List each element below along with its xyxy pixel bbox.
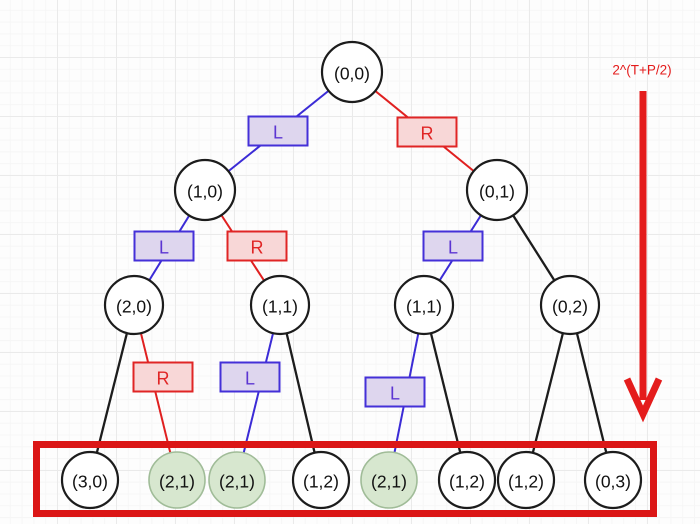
edge-label-box-l-6: [219, 361, 281, 393]
edge-label-box-l-2: [133, 230, 195, 262]
edge-label-text-4: L: [448, 238, 458, 258]
tree-node-leaf03: [583, 450, 643, 510]
tree-node-n11b: [393, 274, 455, 336]
edge-label-text-5: R: [157, 369, 170, 389]
depth-arrow-head: [623, 377, 663, 423]
edge-label-text-3: R: [251, 238, 264, 258]
node-label-2: (0,1): [479, 182, 515, 202]
tree-node-leaf21b: [208, 451, 266, 509]
edge-label-box-r-3: [226, 230, 288, 262]
edge-label-text-2: L: [159, 238, 169, 258]
depth-arrow-label: 2^(T+P/2): [612, 63, 671, 78]
tree-node-leaf21c: [360, 451, 418, 509]
tree-node-leaf30: [60, 450, 120, 510]
node-label-3: (2,0): [116, 297, 152, 317]
node-label-5: (1,1): [406, 297, 442, 317]
node-label-1: (1,0): [187, 182, 223, 202]
tree-node-leaf21a: [148, 451, 206, 509]
node-label-9: (2,1): [219, 472, 255, 492]
tree-node-n01: [465, 158, 529, 222]
node-label-8: (2,1): [159, 472, 195, 492]
edge-label-box-r-1: [396, 116, 458, 148]
edge-label-text-7: L: [390, 384, 400, 404]
node-label-0: (0,0): [334, 64, 370, 84]
edge-label-text-6: L: [245, 369, 255, 389]
edge-label-box-l-0: [247, 115, 309, 147]
node-label-6: (0,2): [552, 297, 588, 317]
edge-label-text-1: R: [421, 124, 434, 144]
node-label-12: (1,2): [449, 472, 485, 492]
tree-node-leaf12c: [496, 450, 556, 510]
tree-node-n11a: [249, 274, 311, 336]
tree-node-leaf12a: [291, 450, 351, 510]
tree-node-n20: [103, 274, 165, 336]
node-label-14: (0,3): [595, 472, 631, 492]
edge-label-box-r-5: [132, 361, 194, 393]
tree-node-n02: [539, 274, 601, 336]
edge-label-box-l-7: [364, 376, 426, 408]
edge-label-text-0: L: [273, 123, 283, 143]
node-label-4: (1,1): [262, 297, 298, 317]
edge-label-box-l-4: [422, 230, 484, 262]
tree-node-n10: [173, 158, 237, 222]
node-label-10: (1,2): [303, 472, 339, 492]
leaf-row-highlight-box: [33, 441, 657, 517]
tree-node-leaf12b: [437, 450, 497, 510]
node-label-11: (2,1): [371, 472, 407, 492]
node-label-7: (3,0): [72, 472, 108, 492]
node-label-13: (1,2): [508, 472, 544, 492]
tree-node-root: [320, 40, 384, 104]
